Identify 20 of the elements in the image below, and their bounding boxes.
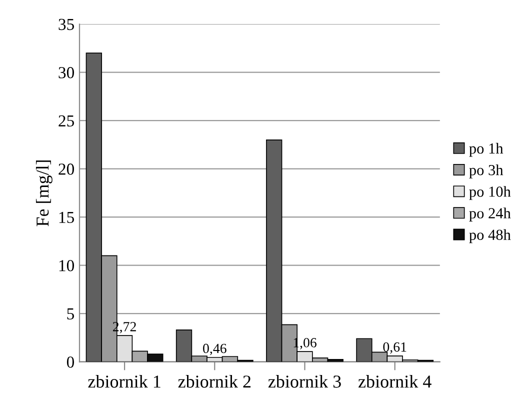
data-label: 0,46 <box>203 344 226 356</box>
legend-label: po 24h <box>469 208 511 222</box>
y-tick-label: 0 <box>66 356 74 368</box>
y-tick-label: 10 <box>59 260 74 272</box>
y-tick-label: 30 <box>58 67 74 78</box>
y-axis-title: Fe [mg/l] <box>36 160 52 226</box>
legend-label: po 3h <box>469 164 504 178</box>
legend-label: po 48h <box>469 229 511 244</box>
y-tick-label: 25 <box>58 115 74 127</box>
x-tick-label: zbiornik 4 <box>358 374 432 388</box>
y-tick-label: 20 <box>58 164 74 175</box>
x-tick-label: zbiornik 2 <box>178 374 251 388</box>
legend-label: po 1h <box>469 142 504 157</box>
data-label: 0,61 <box>383 342 406 354</box>
x-tick-label: zbiornik 3 <box>268 374 341 388</box>
x-tick-label: zbiornik 1 <box>88 374 160 388</box>
y-tick-label: 35 <box>58 18 74 30</box>
legend-label: po 10h <box>469 186 511 200</box>
y-tick-label: 15 <box>59 212 74 224</box>
y-tick-label: 5 <box>67 308 74 320</box>
